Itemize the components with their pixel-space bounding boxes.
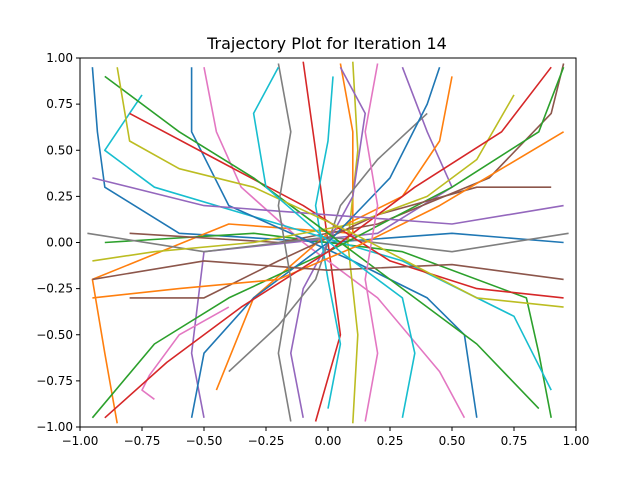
y-tick-label: 1.00 (46, 51, 73, 65)
trajectory-line (92, 94, 515, 262)
trajectory-line (141, 306, 230, 400)
x-tick-label: −0.75 (124, 434, 161, 448)
trajectory-line (190, 66, 441, 418)
x-tick-label: 0.25 (377, 434, 404, 448)
trajectory-line (277, 63, 292, 422)
trajectory-line (203, 67, 466, 419)
y-tick-label: −0.50 (36, 328, 73, 342)
trajectory-line (104, 75, 540, 410)
trajectory-line (129, 112, 564, 299)
trajectory-line (129, 63, 565, 244)
trajectory-line (215, 76, 453, 391)
y-tick-label: 0.75 (46, 97, 73, 111)
trajectory-line (92, 177, 564, 225)
x-tick-label: 0.50 (439, 434, 466, 448)
trajectory-line (104, 94, 552, 391)
trajectory-line (91, 63, 354, 424)
trajectory-line (104, 232, 552, 418)
x-tick-label: −1.00 (62, 434, 99, 448)
x-tick-label: −0.50 (186, 434, 223, 448)
trajectory-line (129, 186, 552, 299)
y-tick-label: 0.00 (46, 236, 73, 250)
trajectory-line (104, 66, 552, 419)
y-tick-label: 0.50 (46, 143, 73, 157)
x-tick-label: −0.25 (248, 434, 285, 448)
trajectory-line (92, 131, 565, 299)
x-tick-label: 0.00 (315, 434, 342, 448)
y-tick-label: −0.75 (36, 374, 73, 388)
trajectory-line (91, 67, 564, 244)
trajectory-lines (87, 61, 569, 424)
y-tick-label: −1.00 (36, 420, 73, 434)
chart-title: Trajectory Plot for Iteration 14 (206, 34, 447, 53)
trajectory-line (190, 66, 453, 418)
trajectory-line (116, 67, 564, 308)
x-tick-label: 1.00 (563, 434, 590, 448)
trajectory-line (252, 66, 416, 418)
trajectory-line (92, 260, 564, 281)
y-tick-label: −0.25 (36, 282, 73, 296)
x-tick-label: 0.75 (501, 434, 528, 448)
axis-ticks: −1.00 −0.75 −0.50 −0.25 0.00 0.25 0.50 0.75 1.00… (36, 51, 589, 448)
y-tick-label: 0.25 (46, 189, 73, 203)
trajectory-line (314, 76, 342, 409)
trajectory-line (346, 61, 359, 424)
